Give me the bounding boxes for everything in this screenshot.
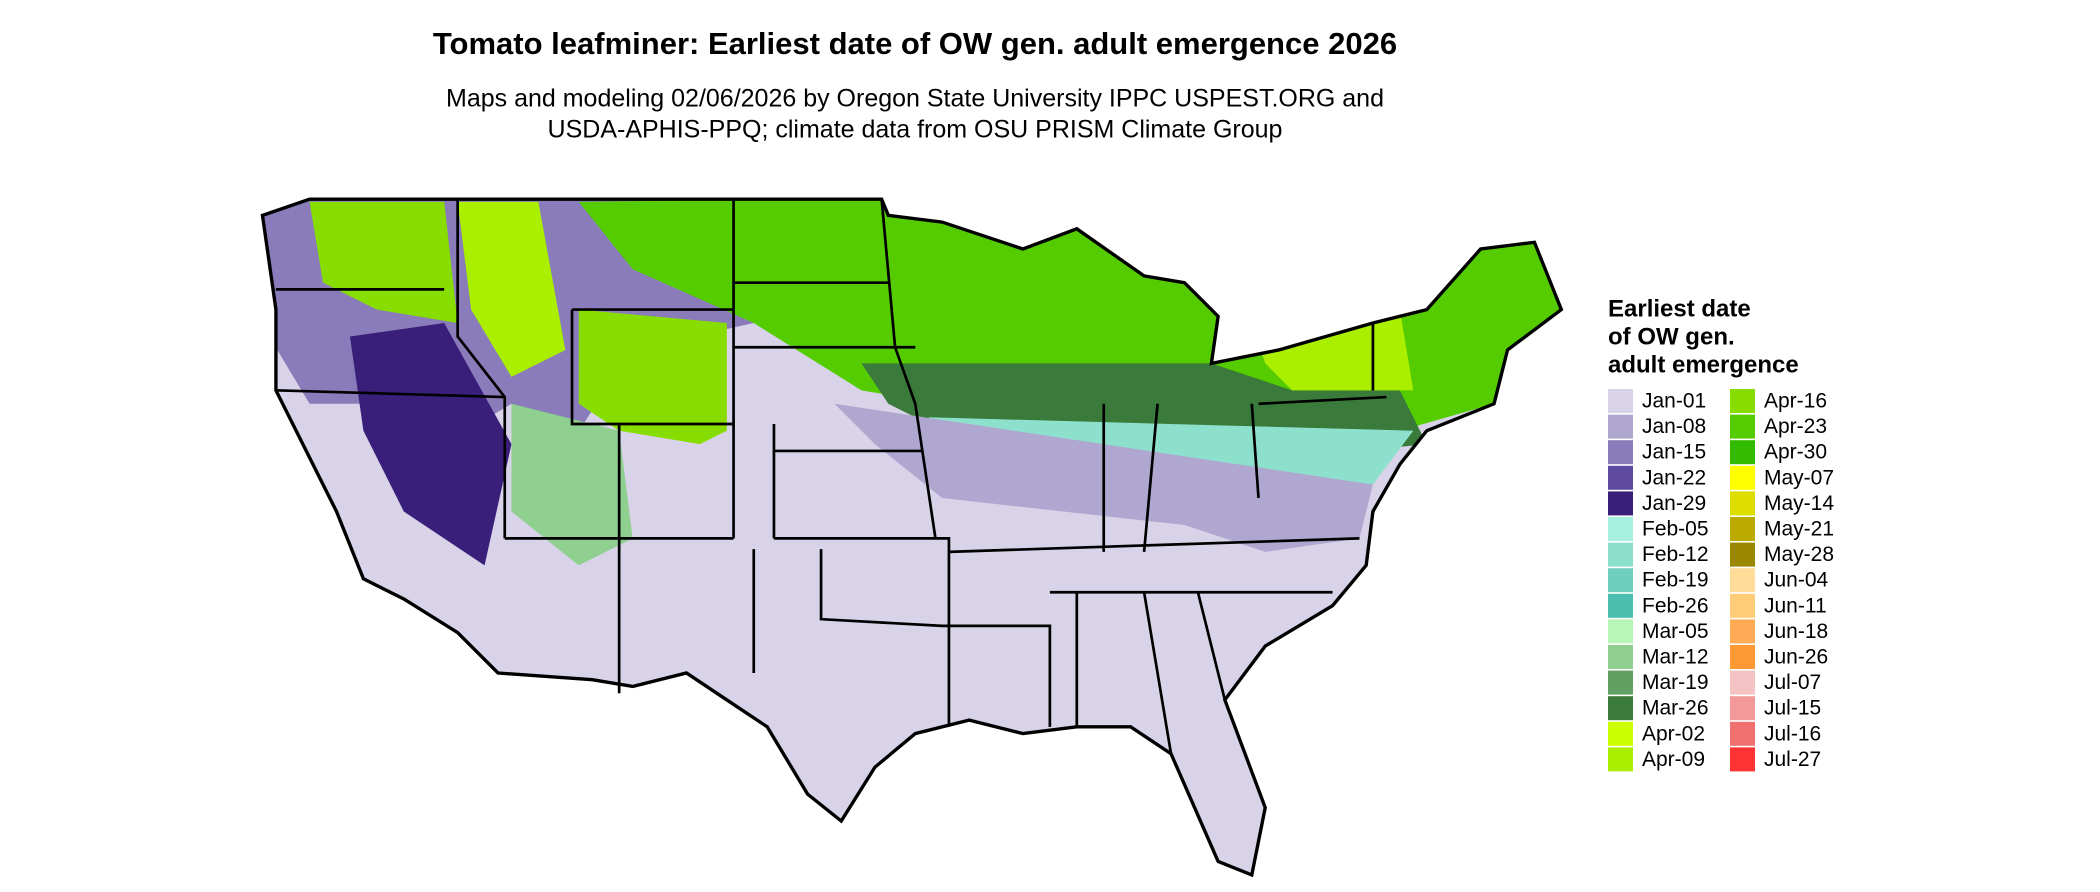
legend-label: Jun-18	[1764, 620, 1828, 643]
legend-label: Apr-02	[1642, 722, 1705, 745]
legend-swatch	[1608, 542, 1633, 567]
legend-swatch	[1608, 593, 1633, 618]
legend-label: Apr-30	[1764, 441, 1827, 464]
legend-swatch	[1608, 440, 1633, 465]
legend-label: Mar-26	[1642, 697, 1709, 720]
legend-swatch	[1730, 696, 1755, 721]
legend-swatch	[1730, 440, 1755, 465]
legend-label: Feb-26	[1642, 594, 1709, 617]
legend-label: Apr-09	[1642, 748, 1705, 771]
legend-label: May-07	[1764, 466, 1834, 489]
legend-swatch	[1608, 414, 1633, 439]
legend-swatch	[1608, 517, 1633, 541]
legend-label: Feb-12	[1642, 543, 1709, 566]
legend-swatch	[1730, 414, 1755, 439]
legend-label: Apr-23	[1764, 415, 1827, 438]
legend-swatch	[1608, 389, 1633, 413]
legend-label: May-21	[1764, 518, 1834, 541]
legend-label: Jul-27	[1764, 748, 1821, 771]
legend-swatch	[1730, 645, 1755, 669]
map-subtitle: Maps and modeling 02/06/2026 by Oregon S…	[446, 85, 1384, 113]
legend-label: Jul-16	[1764, 722, 1821, 745]
legend-swatch	[1608, 619, 1633, 644]
legend-swatch	[1730, 721, 1755, 746]
legend-label: May-28	[1764, 543, 1834, 566]
legend-label: Jun-04	[1764, 569, 1829, 592]
legend-swatch	[1730, 542, 1755, 567]
legend-swatch	[1608, 465, 1633, 490]
legend-label: Feb-19	[1642, 569, 1709, 592]
legend-label: Mar-05	[1642, 620, 1709, 643]
legend-swatch	[1608, 670, 1633, 695]
legend-label: Jul-07	[1764, 671, 1821, 694]
legend-swatch	[1730, 389, 1755, 413]
legend-label: Jul-15	[1764, 697, 1821, 720]
legend-swatch	[1608, 645, 1633, 669]
legend-label: Jan-01	[1642, 390, 1706, 413]
legend-swatch	[1730, 670, 1755, 695]
legend-title: Earliest date	[1608, 295, 1751, 322]
legend-swatch	[1608, 721, 1633, 746]
legend-label: Mar-19	[1642, 671, 1709, 694]
legend-label: Jan-22	[1642, 466, 1706, 489]
legend-label: Feb-05	[1642, 518, 1709, 541]
legend-swatch	[1730, 491, 1755, 516]
legend-label: Jun-26	[1764, 646, 1828, 669]
legend-swatch	[1730, 593, 1755, 618]
legend-label: Jun-11	[1764, 594, 1827, 617]
legend-swatch	[1608, 696, 1633, 721]
legend-swatch	[1608, 491, 1633, 516]
legend-swatch	[1730, 568, 1755, 593]
legend-swatch	[1730, 747, 1755, 772]
map-subtitle: USDA-APHIS-PPQ; climate data from OSU PR…	[548, 116, 1283, 144]
legend-swatch	[1608, 747, 1633, 772]
us-map	[260, 197, 1564, 878]
legend-swatch	[1608, 568, 1633, 593]
legend-label: May-14	[1764, 492, 1834, 515]
legend-label: Jan-29	[1642, 492, 1706, 515]
legend-label: Apr-16	[1764, 390, 1827, 413]
legend-label: Jan-08	[1642, 415, 1706, 438]
map-title: Tomato leafminer: Earliest date of OW ge…	[433, 26, 1397, 61]
legend-swatch	[1730, 465, 1755, 490]
legend-title: adult emergence	[1608, 351, 1799, 378]
legend-label: Mar-12	[1642, 646, 1709, 669]
legend-label: Jan-15	[1642, 441, 1706, 464]
legend-swatch	[1730, 619, 1755, 644]
legend-title: of OW gen.	[1608, 323, 1735, 350]
legend: Earliest date of OW gen. adult emergence…	[1608, 295, 1834, 772]
legend-swatch	[1730, 517, 1755, 541]
